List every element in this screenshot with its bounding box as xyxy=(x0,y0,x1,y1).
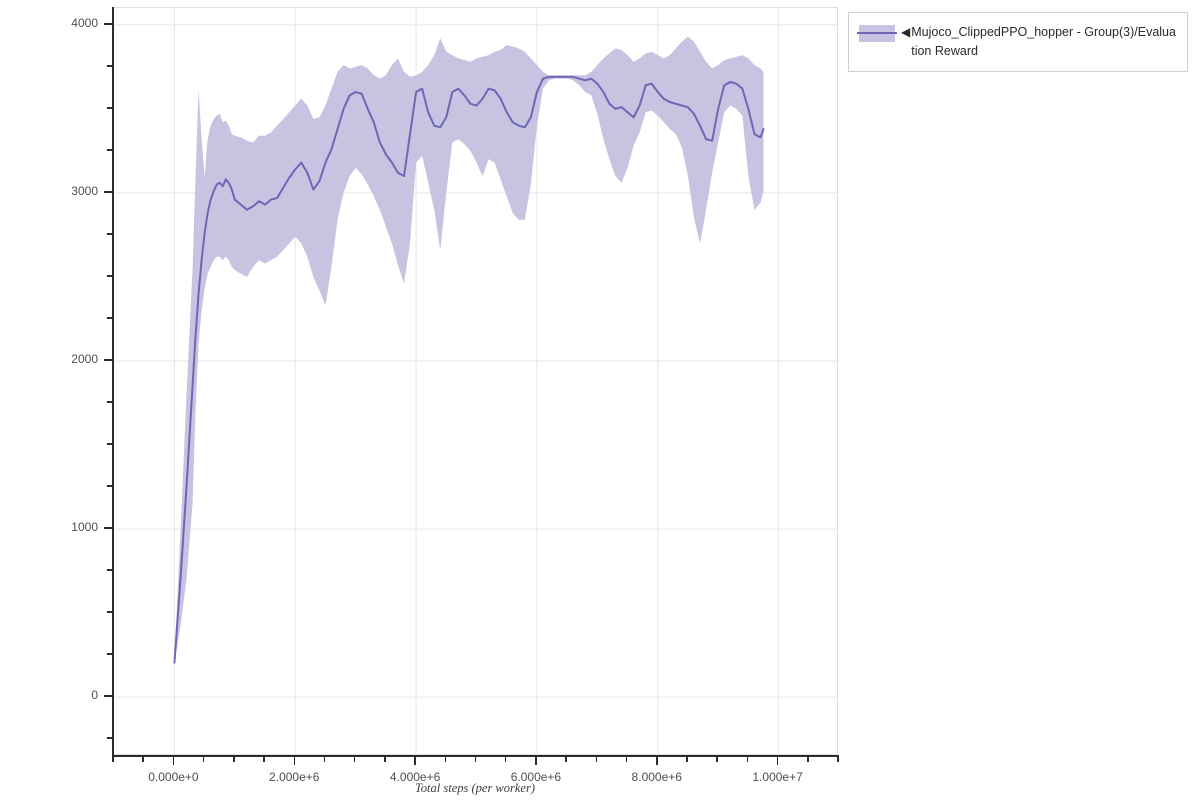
y-tick-label: 1000 xyxy=(71,520,98,535)
y-tick-major xyxy=(104,527,113,529)
y-tick-major xyxy=(104,191,113,193)
x-tick-minor xyxy=(716,756,718,762)
x-tick-major xyxy=(776,756,779,765)
x-tick-minor xyxy=(233,756,235,762)
x-tick-label: 1.000e+7 xyxy=(752,770,803,784)
legend-series-label: Mujoco_ClippedPPO_hopper - Group(3)/Eval… xyxy=(911,25,1176,58)
legend-line-swatch xyxy=(857,32,897,35)
x-axis-line xyxy=(112,755,839,757)
y-tick-label: 2000 xyxy=(71,351,98,366)
series-mean-line xyxy=(173,75,765,664)
y-tick-minor xyxy=(107,485,113,487)
legend-color-swatch xyxy=(857,25,897,42)
x-tick-minor xyxy=(263,756,265,762)
y-tick-minor xyxy=(107,275,113,277)
x-tick-minor xyxy=(504,756,507,762)
x-tick-minor xyxy=(746,756,749,762)
x-tick-minor xyxy=(837,756,839,762)
x-tick-minor xyxy=(474,756,477,762)
y-tick-minor xyxy=(107,317,113,319)
x-tick-label: 4.000e+6 xyxy=(389,770,441,784)
x-tick-minor xyxy=(444,756,447,762)
x-tick-label: 2.000e+6 xyxy=(269,770,320,784)
x-tick-minor xyxy=(323,756,326,762)
legend-marker-icon: ◀ xyxy=(901,25,911,39)
x-axis-title: Total steps (per worker) xyxy=(414,781,536,795)
y-tick-major xyxy=(104,23,113,25)
x-tick-minor xyxy=(807,756,809,762)
x-tick-label: 0.000e+0 xyxy=(148,770,199,784)
x-tick-minor xyxy=(202,756,205,762)
x-tick-major xyxy=(535,756,537,765)
y-tick-minor xyxy=(107,443,113,445)
x-tick-minor xyxy=(625,756,628,762)
y-tick-minor xyxy=(107,401,113,403)
x-tick-label: 6.000e+6 xyxy=(510,770,562,784)
y-tick-label: 4000 xyxy=(71,15,98,30)
x-tick-minor xyxy=(142,756,144,762)
y-tick-major xyxy=(104,695,113,697)
plot-area xyxy=(113,7,839,756)
y-tick-minor xyxy=(107,149,113,151)
y-tick-minor xyxy=(107,611,113,613)
y-tick-minor xyxy=(107,737,113,739)
x-tick-minor xyxy=(686,756,688,762)
x-tick-major xyxy=(414,756,416,765)
y-tick-label: 3000 xyxy=(71,183,98,198)
y-tick-major xyxy=(104,359,113,361)
y-axis-line xyxy=(112,7,114,756)
y-tick-minor xyxy=(107,233,113,235)
x-tick-minor xyxy=(384,756,386,762)
chart-legend[interactable]: ◀ Mujoco_ClippedPPO_hopper - Group(3)/Ev… xyxy=(848,12,1188,72)
x-tick-minor xyxy=(112,756,114,762)
x-tick-minor xyxy=(353,756,356,762)
plot-svg xyxy=(114,8,839,756)
x-tick-major xyxy=(656,756,658,765)
x-tick-major xyxy=(293,756,295,765)
y-tick-label: 0 xyxy=(91,688,98,703)
y-tick-minor xyxy=(107,569,113,571)
x-tick-minor xyxy=(565,756,567,762)
series-confidence-band xyxy=(174,36,764,665)
y-tick-minor xyxy=(107,653,113,655)
y-tick-minor xyxy=(107,107,113,109)
x-tick-major xyxy=(172,756,175,765)
x-tick-label: 8.000e+6 xyxy=(631,770,682,784)
x-tick-minor xyxy=(595,756,598,762)
y-tick-minor xyxy=(107,65,113,67)
